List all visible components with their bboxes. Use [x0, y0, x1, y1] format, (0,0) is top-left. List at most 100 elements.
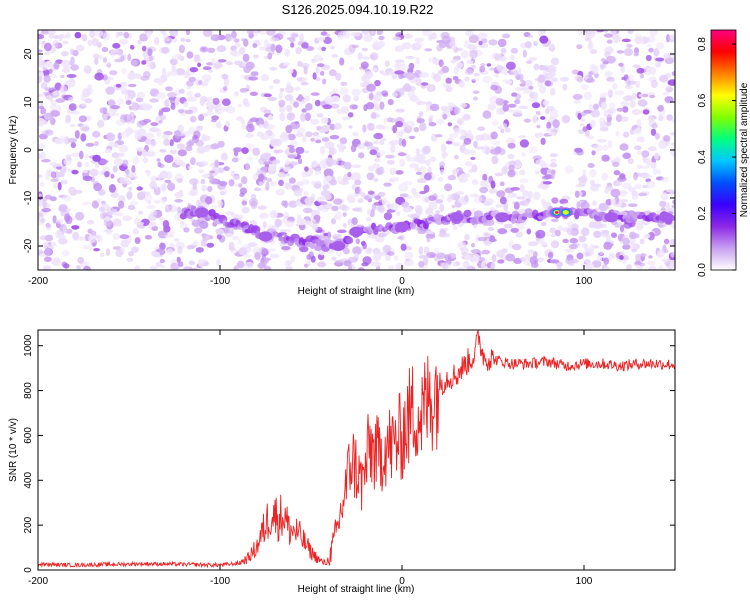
spectrogram-speckle [494, 146, 502, 154]
spectrogram-speckle [612, 161, 620, 167]
spectrogram-speckle [332, 233, 342, 239]
spectrogram-speckle [71, 169, 79, 175]
spectrogram-speckle [114, 212, 124, 217]
spectrogram-speckle [549, 112, 559, 119]
spectrogram-speckle [217, 199, 223, 208]
y-tick-label: 0 [23, 567, 34, 573]
spectrogram-speckle [428, 57, 434, 63]
spectrogram-speckle [170, 262, 180, 270]
spectrogram-speckle [535, 159, 545, 166]
spectrogram-speckle [519, 257, 526, 262]
spectrogram-speckle [198, 259, 204, 267]
spectrogram-speckle [635, 127, 642, 134]
spectrogram-speckle [68, 103, 77, 111]
spectrogram-speckle [38, 49, 43, 53]
spectrogram-speckle [655, 61, 661, 68]
spectrogram-speckle [545, 108, 550, 115]
spectrogram-speckle [635, 253, 642, 263]
spectrogram-speckle [535, 229, 546, 239]
spectrogram-speckle [110, 173, 115, 179]
spectrogram-speckle [549, 162, 558, 168]
spectrogram-speckle [285, 83, 292, 88]
spectrogram-speckle [215, 228, 225, 235]
spectrogram-speckle [216, 258, 221, 268]
spectrogram-speckle [98, 189, 106, 196]
spectrogram-speckle [495, 97, 504, 106]
spectrogram-speckle [593, 144, 603, 152]
spectrogram-speckle [583, 91, 592, 101]
spectrogram-speckle [185, 145, 193, 152]
spectrogram-speckle [38, 193, 42, 197]
spectrogram-speckle [314, 170, 321, 176]
spectrogram-speckle [301, 170, 312, 178]
spectrogram-speckle [212, 205, 218, 210]
spectrogram-speckle [329, 103, 340, 109]
spectrogram-speckle [610, 198, 616, 205]
spectrogram-speckle [633, 172, 638, 181]
spectrogram-speckle [175, 241, 185, 250]
spectrogram-speckle [214, 106, 223, 115]
spectrogram-speckle [522, 90, 533, 94]
spectrogram-speckle [115, 119, 126, 126]
spectrogram-speckle [108, 184, 116, 193]
spectrogram-speckle [131, 165, 136, 174]
spectrogram-speckle [121, 67, 127, 75]
spectrogram-speckle [447, 175, 456, 181]
spectrogram-speckle [598, 94, 607, 98]
spectrogram-speckle [487, 103, 497, 111]
spectrogram-speckle [615, 221, 622, 229]
spectrogram-speckle [566, 227, 574, 236]
spectrogram-speckle [473, 140, 478, 148]
spectrogram-speckle [375, 114, 381, 118]
spectrogram-speckle [294, 86, 301, 91]
spectrogram-speckle [52, 215, 57, 224]
spectrogram-speckle [141, 149, 147, 157]
spectrogram-speckle [395, 120, 404, 128]
spectrogram-speckle [106, 63, 112, 68]
spectrogram-speckle [285, 86, 295, 94]
spectrogram-speckle [584, 72, 589, 80]
spectrogram-speckle [456, 117, 464, 126]
spectrogram-speckle [561, 114, 571, 124]
spectrogram-speckle [539, 35, 549, 44]
spectrogram-speckle [429, 103, 440, 112]
spectrogram-speckle [126, 257, 134, 262]
spectrogram-speckle [162, 67, 167, 75]
spectrogram-speckle [174, 191, 184, 199]
spectrogram-speckle [417, 101, 426, 105]
spectrogram-speckle [148, 55, 154, 61]
spectrogram-speckle [60, 74, 65, 79]
spectrogram-speckle [658, 265, 664, 270]
spectrogram-speckle [615, 131, 620, 137]
spectrogram-speckle [627, 186, 637, 193]
spectrogram-speckle [109, 70, 118, 76]
spectrogram-speckle [618, 62, 624, 67]
spectrogram-speckle [425, 159, 431, 167]
spectrogram-speckle [454, 154, 459, 160]
spectrogram-speckle [310, 255, 316, 263]
spectrogram-speckle [649, 66, 657, 75]
spectrogram-speckle [460, 102, 468, 108]
spectrogram-speckle [189, 115, 197, 123]
spectrogram-speckle [627, 30, 634, 35]
spectrogram-speckle [226, 61, 233, 66]
spectrogram-speckle [442, 83, 451, 88]
spectrogram-speckle [303, 263, 309, 268]
spectrogram-speckle [355, 238, 361, 245]
spectrogram-speckle [296, 181, 304, 187]
spectrogram-speckle [398, 183, 408, 192]
spectrogram-speckle [223, 77, 230, 86]
spectrogram-speckle [370, 111, 380, 120]
spectrogram-speckle [52, 90, 59, 96]
spectrogram-speckle [460, 247, 469, 253]
spectrogram-speckle [415, 57, 420, 65]
spectrogram-speckle [264, 39, 269, 48]
spectrogram-speckle [562, 202, 572, 207]
spectrogram-speckle [202, 66, 212, 71]
spectrogram-speckle [484, 198, 494, 206]
spectrogram-speckle [142, 118, 152, 123]
spectrogram-speckle [98, 206, 106, 212]
spectrogram-speckle [214, 160, 220, 168]
spectrogram-speckle [252, 247, 262, 255]
spectrogram-speckle [383, 182, 392, 187]
